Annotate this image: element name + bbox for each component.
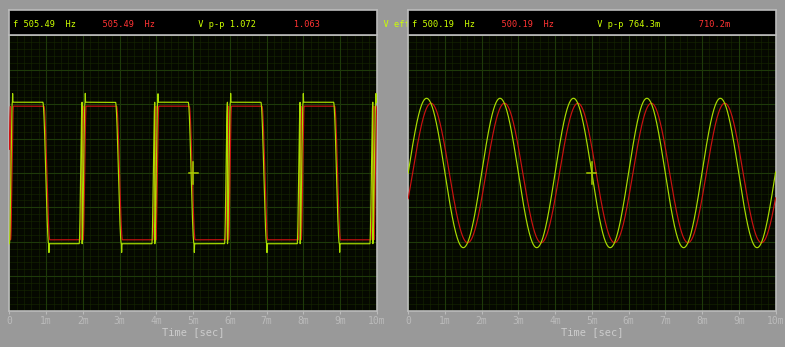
Text: f 500.19  Hz: f 500.19 Hz [412, 20, 475, 29]
Text: V p-p 1.072: V p-p 1.072 [172, 20, 256, 29]
Text: V p-p 764.3m: V p-p 764.3m [571, 20, 660, 29]
Text: 1.063: 1.063 [278, 20, 319, 29]
Text: 500.19  Hz: 500.19 Hz [491, 20, 554, 29]
X-axis label: Time [sec]: Time [sec] [162, 328, 225, 338]
Text: 505.49  Hz: 505.49 Hz [93, 20, 155, 29]
X-axis label: Time [sec]: Time [sec] [560, 328, 623, 338]
Text: V eff 270.1m: V eff 270.1m [743, 20, 785, 29]
Text: 519.0m: 519.0m [476, 20, 518, 29]
Text: V eff 521.7m: V eff 521.7m [330, 20, 446, 29]
Text: 710.2m: 710.2m [683, 20, 730, 29]
Text: f 505.49  Hz: f 505.49 Hz [13, 20, 76, 29]
